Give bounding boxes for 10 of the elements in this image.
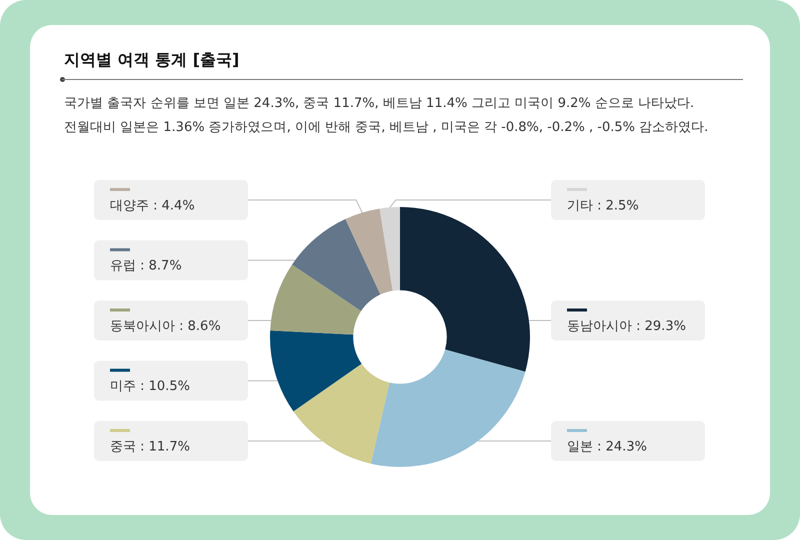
legend-label: 대양주 : 4.4% <box>110 198 195 214</box>
chart-subtitle: 국가별 출국자 순위를 보면 일본 24.3%, 중국 11.7%, 베트남 11.4% 그리고 미국이 9.2% 순으로 나타났다. 전월대비 일본은 1.36% 증가하였으며, 이에 반해 중국, 베트남 , 미국은 각 -0.8%, -0.2% , -0.5% 감소하였다. <box>64 95 710 137</box>
legend-label: 유럽 : 8.7% <box>110 258 182 274</box>
legend-label: 미주 : 10.5% <box>110 379 190 394</box>
legend-label: 중국 : 11.7% <box>110 439 190 454</box>
chart-title: 지역별 여객 통계 [출국] <box>64 49 240 71</box>
legend-label: 일본 : 24.3% <box>567 439 647 454</box>
legend-label: 기타 : 2.5% <box>567 198 639 214</box>
legend-label: 동북아시아 : 8.6% <box>110 318 221 334</box>
legend-label: 동남아시아 : 29.3% <box>567 318 686 334</box>
